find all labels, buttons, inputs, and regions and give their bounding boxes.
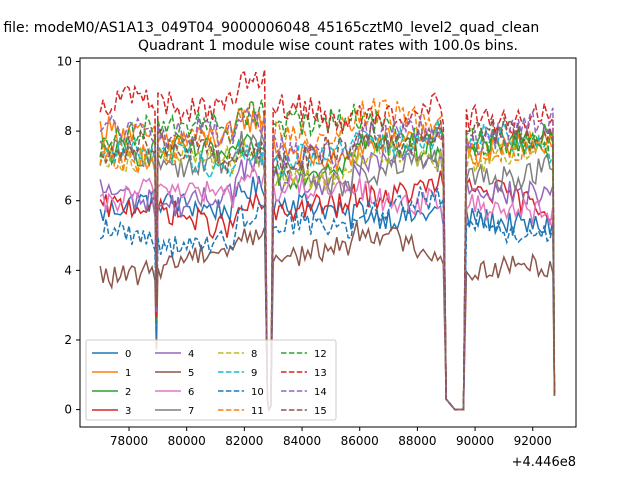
y-tick-label: 2 — [64, 333, 72, 347]
y-tick-label: 8 — [64, 124, 72, 138]
chart-title: Quadrant 1 module wise count rates with … — [138, 38, 518, 54]
legend-label: 10 — [251, 387, 264, 398]
series-line-7 — [99, 131, 556, 412]
x-tick-label: 78000 — [110, 434, 148, 448]
legend-box — [85, 339, 337, 421]
series-line-10 — [99, 186, 556, 412]
legend-label: 5 — [188, 368, 194, 379]
series-line-3 — [99, 170, 556, 412]
legend-label: 2 — [125, 387, 131, 398]
series-line-15 — [99, 117, 556, 412]
x-tick-label: 82000 — [225, 434, 263, 448]
legend-label: 12 — [314, 349, 327, 360]
axes-frame — [79, 57, 577, 428]
legend-label: 15 — [314, 406, 327, 417]
figure-suptitle: n file: modeM0/AS1A13_049T04_9000006048_… — [0, 20, 540, 36]
x-tick-label: 86000 — [341, 434, 379, 448]
x-tick-label: 88000 — [398, 434, 436, 448]
y-tick-label: 10 — [57, 54, 72, 68]
legend-label: 0 — [125, 349, 131, 360]
y-tick-label: 0 — [64, 403, 72, 417]
legend-label: 1 — [125, 368, 131, 379]
series-line-0 — [99, 175, 556, 412]
legend-label: 3 — [125, 406, 131, 417]
legend-label: 7 — [188, 406, 194, 417]
x-tick-label: 84000 — [283, 434, 321, 448]
y-tick-label: 4 — [64, 263, 72, 277]
series-lines — [99, 69, 556, 412]
x-tick-label: 80000 — [168, 434, 206, 448]
series-line-11 — [99, 98, 556, 412]
x-tick-label: 92000 — [514, 434, 552, 448]
series-line-13 — [99, 69, 556, 412]
y-axis: 0 2 4 6 8 10 — [57, 54, 80, 417]
legend-label: 6 — [188, 387, 194, 398]
x-tick-label: 90000 — [456, 434, 494, 448]
legend-label: 9 — [251, 368, 257, 379]
legend-label: 8 — [251, 349, 257, 360]
legend-label: 13 — [314, 368, 327, 379]
x-axis: 78000 80000 82000 84000 86000 88000 90000 92000 — [110, 427, 552, 448]
legend-label: 14 — [314, 387, 327, 398]
y-tick-label: 6 — [64, 194, 72, 208]
x-offset-label: +4.446e8 — [512, 455, 576, 470]
legend-label: 4 — [188, 349, 194, 360]
legend-label: 11 — [251, 406, 264, 417]
series-line-9 — [99, 119, 556, 412]
